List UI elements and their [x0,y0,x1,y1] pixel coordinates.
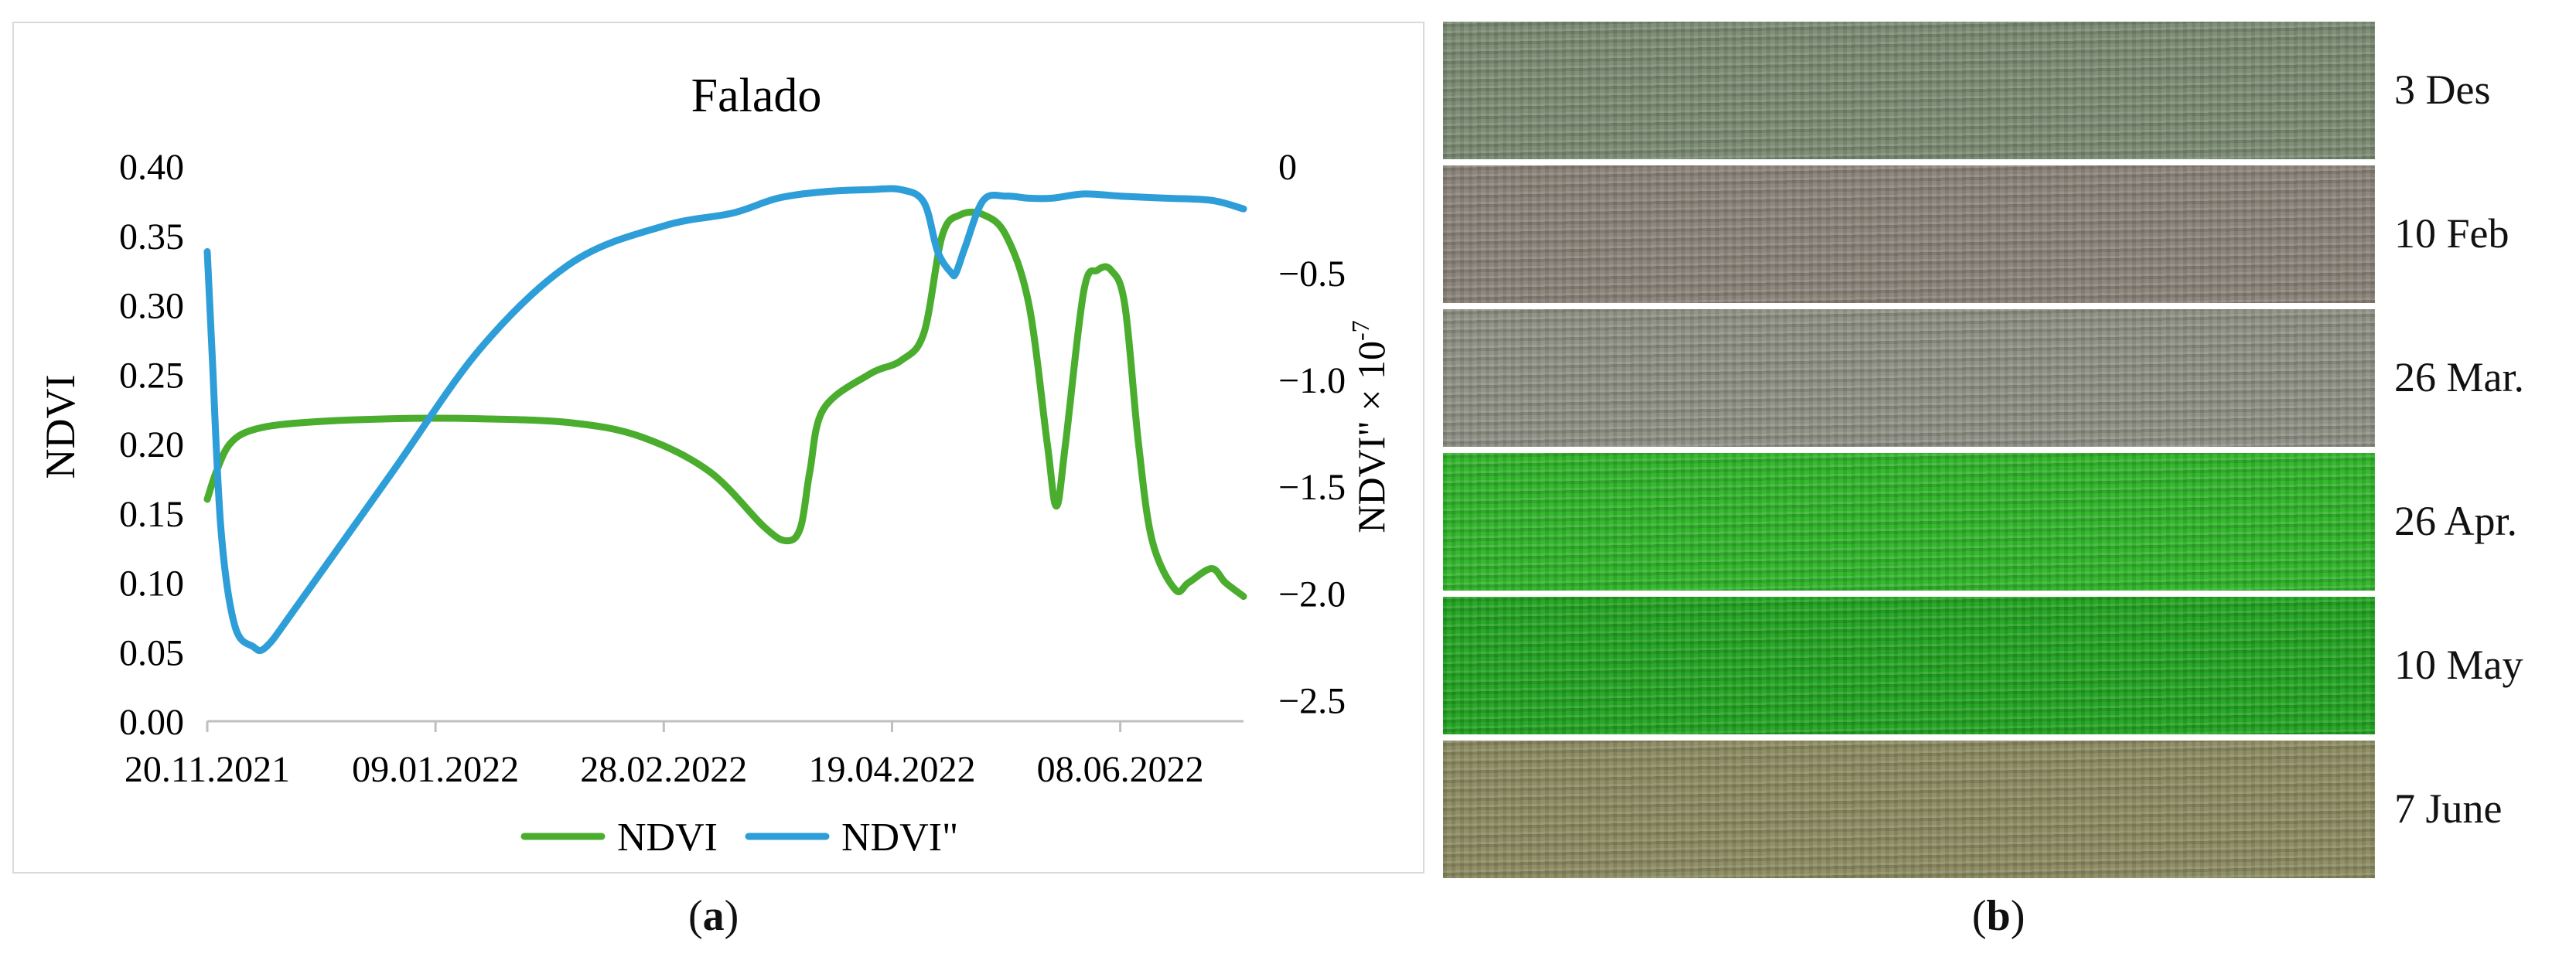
chart-panel: Falado 0.00 0.05 0.10 0.15 0.20 0.25 0.30 0.35 0… [12,22,1424,874]
photo-strip-3-date: 26 Mar. [2394,354,2524,400]
legend-ndvi-label: NDVI [617,816,718,860]
y2-axis-label: NDVI" × 10-7 [1346,320,1393,533]
legend-ndvi-second-derivative-label: NDVI" [841,816,958,860]
photo-strip-6 [1443,741,2375,878]
caption-b-letter: b [1986,892,2011,940]
caption-b: (b) [1972,889,2025,943]
y-tick-label: 0.20 [119,424,184,465]
photo-strip-4-date: 26 Apr. [2394,498,2518,544]
x-tick-label: 09.01.2022 [352,749,519,790]
y-axis-label: NDVI [37,375,84,479]
photo-strip-2 [1443,165,2375,303]
caption-a: (a) [688,889,739,943]
photo-strip-5 [1443,597,2375,734]
y-tick-label: 0.05 [119,632,184,673]
x-tick-label: 20.11.2021 [125,749,290,790]
photo-strip-6-date: 7 June [2394,785,2503,832]
y-tick-label: 0.25 [119,355,184,396]
x-tick-label: 08.06.2022 [1037,749,1204,790]
ndvi-second-derivative-series-line [203,185,1247,655]
y-tick-label: 0.15 [119,494,184,535]
y2-tick-label: −2.0 [1278,574,1346,615]
photo-strip-1 [1443,22,2375,159]
ndvi-series-line [203,208,1247,600]
y2-tick-label: −2.5 [1278,680,1346,721]
x-tick-label: 19.04.2022 [808,749,975,790]
y2-tick-label: −1.0 [1278,360,1346,401]
y2-axis-label-exponent: -7 [1346,320,1374,341]
chart-title: Falado [691,70,822,122]
y2-tick-label: −1.5 [1278,467,1346,508]
photo-strip-5-date: 10 May [2394,642,2523,688]
y-tick-label: 0.30 [119,286,184,327]
y2-axis-label-main: NDVI" × 10 [1349,341,1393,533]
photo-strip-2-date: 10 Feb [2394,210,2509,257]
caption-a-open: ( [688,892,703,940]
y2-tick-label: 0 [1278,147,1297,188]
y-tick-label: 0.35 [119,216,184,257]
caption-b-close: ) [2010,892,2025,940]
y-tick-label: 0.10 [119,564,184,605]
photo-strip-4 [1443,453,2375,591]
photo-strip-3 [1443,309,2375,447]
legend: NDVI NDVI" [520,816,958,860]
photo-strip-1-date: 3 Des [2394,66,2491,113]
ndvi-line-chart: Falado 0.00 0.05 0.10 0.15 0.20 0.25 0.30 0.35 0… [37,70,1393,860]
drone-photo-panel: 3 Des 10 Feb 26 Mar. 26 Apr. 10 May 7 Ju… [1443,22,2572,880]
caption-a-letter: a [702,892,725,940]
x-tick-label: 28.02.2022 [580,749,747,790]
y-tick-label: 0.00 [119,702,184,743]
caption-a-close: ) [724,892,739,940]
y2-tick-label: −0.5 [1278,254,1346,295]
caption-b-open: ( [1972,892,1987,940]
y-tick-label: 0.40 [119,147,184,188]
